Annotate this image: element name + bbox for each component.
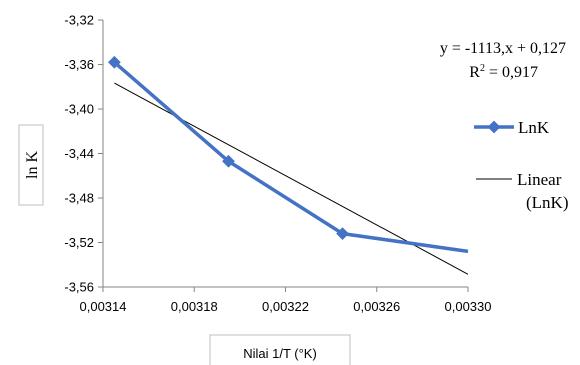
y-tick-label: -3,40	[64, 102, 94, 117]
x-tick-label: 0,00314	[80, 299, 127, 314]
legend: LnK Linear (LnK)	[474, 118, 568, 212]
x-axis-label-box: Nilai 1/T (°K)	[209, 334, 351, 365]
y-tick-label: -3,48	[64, 191, 94, 206]
x-tick-label: 0,00322	[262, 299, 309, 314]
data-point-lnk	[336, 227, 349, 240]
y-tick-label: -3,32	[64, 13, 94, 28]
trendline-equation: y = -1113,x + 0,127 R2 = 0,917	[440, 40, 566, 81]
legend-label-lnk: LnK	[518, 118, 550, 137]
legend-label-linear-1: Linear	[517, 170, 562, 189]
y-axis-ticks: -3,32 -3,36 -3,40 -3,44 -3,48 -3,52 -3,56	[64, 13, 103, 295]
legend-marker-lnk	[487, 120, 501, 134]
data-point-lnk	[222, 154, 235, 168]
plot-area	[108, 55, 469, 275]
x-tick-label: 0,00318	[171, 299, 218, 314]
y-axis-label-box: ln K	[18, 124, 44, 206]
r-squared-prefix: R	[469, 64, 480, 81]
y-tick-label: -3,36	[64, 57, 94, 72]
y-tick-label: -3,52	[64, 235, 94, 250]
trendline-equation-text: y = -1113,x + 0,127	[440, 40, 566, 57]
x-axis-ticks: 0,00314 0,00318 0,00322 0,00326 0,00330	[80, 287, 492, 314]
series-line-lnk	[113, 60, 469, 254]
x-tick-label: 0,00326	[353, 299, 400, 314]
y-tick-label: -3,44	[64, 146, 94, 161]
chart-axes	[102, 20, 468, 288]
x-tick-label: 0,00330	[445, 299, 492, 314]
r-squared-value: = 0,917	[485, 64, 538, 81]
legend-label-linear-2: (LnK)	[526, 193, 568, 212]
y-tick-label: -3,56	[64, 280, 94, 295]
y-axis-label: ln K	[24, 151, 41, 179]
r-squared-superscript: 2	[480, 63, 485, 74]
r-squared-text: R2 = 0,917	[469, 63, 538, 81]
x-axis-label: Nilai 1/T (°K)	[243, 346, 317, 361]
